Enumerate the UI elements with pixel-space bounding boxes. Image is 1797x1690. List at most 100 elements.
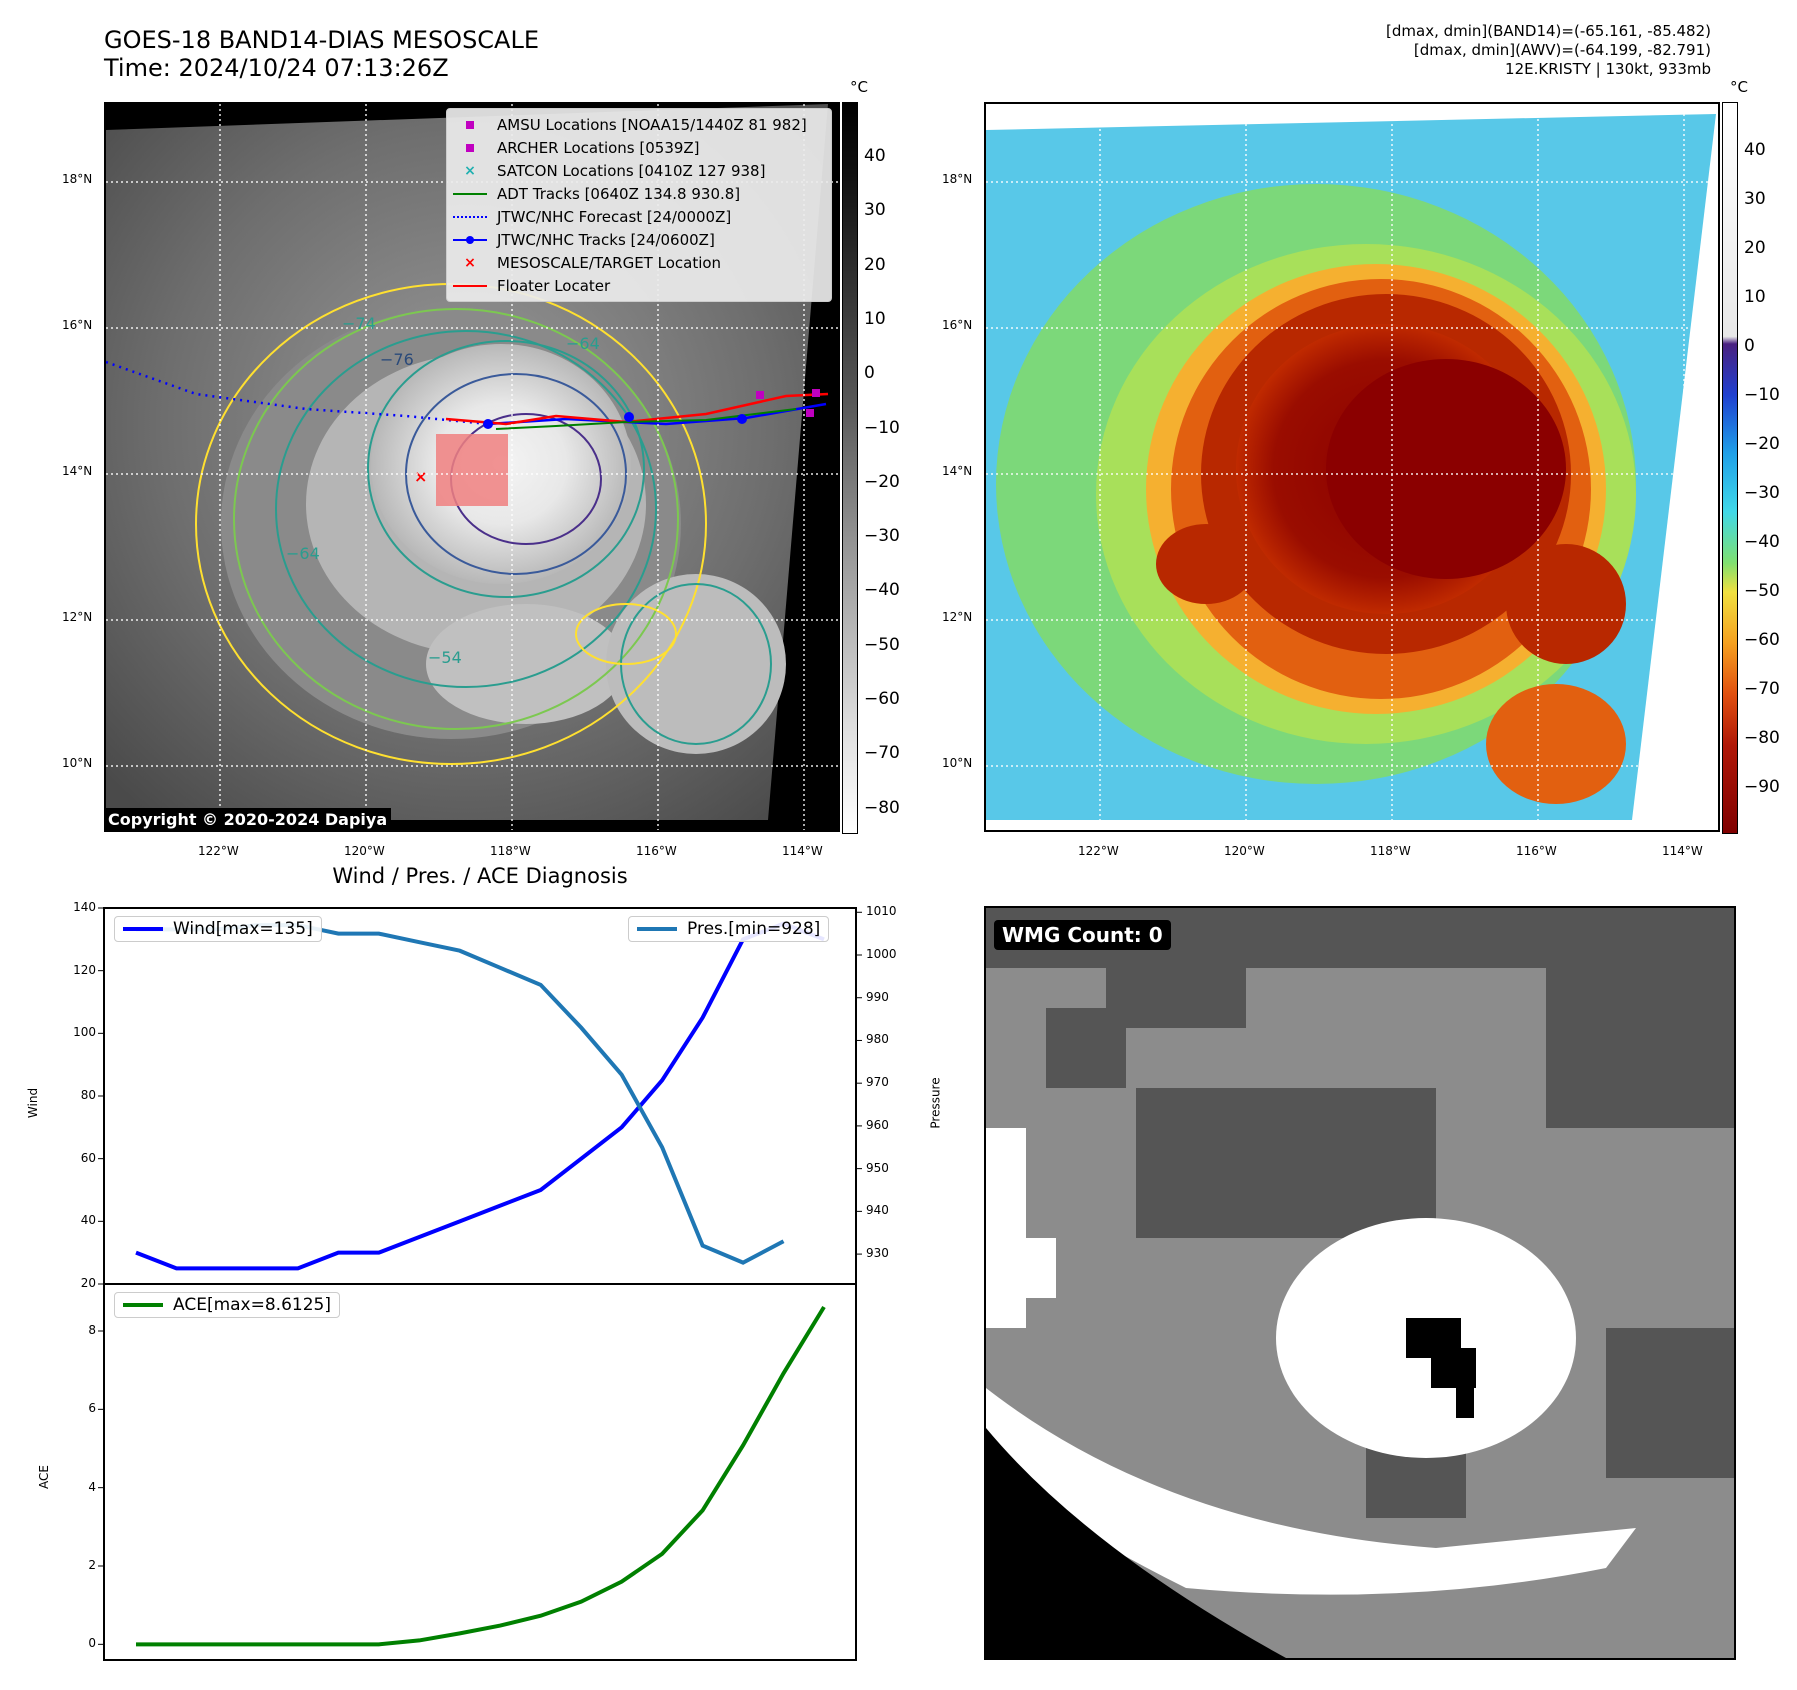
lon-tick: 116°W <box>1516 844 1557 858</box>
colorbar-tick: −40 <box>1744 532 1780 552</box>
info-line-1: [dmax, dmin](BAND14)=(-65.161, -85.482) <box>1386 22 1711 40</box>
lon-tick: 114°W <box>782 844 823 858</box>
legend-tracks: JTWC/NHC Tracks [24/0600Z] <box>453 228 825 251</box>
colorbar-tick: −90 <box>1744 777 1780 797</box>
chart-tick-label: 930 <box>866 1246 889 1261</box>
lon-tick: 118°W <box>1370 844 1411 858</box>
wind-pres-chart <box>98 907 862 1661</box>
colorbar-tick: 10 <box>1744 287 1766 307</box>
legend-floater: Floater Locater <box>453 274 825 297</box>
color-colorbar-unit: °C <box>1730 78 1748 96</box>
wind-axis-label: Wind <box>26 1087 41 1119</box>
colorbar-tick: −70 <box>864 743 900 764</box>
copyright-label: Copyright © 2020-2024 Dapiya <box>104 808 392 831</box>
colorbar-tick: −80 <box>1744 728 1780 748</box>
x-marker-icon: × <box>464 254 476 271</box>
info-line-2: [dmax, dmin](AWV)=(-64.199, -82.791) <box>1413 41 1711 59</box>
gray-colorbar-unit: °C <box>850 78 868 96</box>
wmg-image <box>986 908 1734 1658</box>
colorbar-tick: −70 <box>1744 679 1780 699</box>
chart-tick-label: 20 <box>80 1276 96 1290</box>
chart-tick-label: 940 <box>866 1203 889 1218</box>
lon-tick: 120°W <box>344 844 385 858</box>
chart-tick-label: 950 <box>866 1160 889 1175</box>
colorbar-tick: 30 <box>864 200 886 221</box>
legend-amsu: AMSU Locations [NOAA15/1440Z 81 982] <box>453 113 825 136</box>
chart-tick-label: 0 <box>88 1636 96 1651</box>
chart-tick-label: 6 <box>88 1401 96 1416</box>
colorbar-tick: 0 <box>1744 336 1755 356</box>
legend-satcon: × SATCON Locations [0410Z 127 938] <box>453 159 825 182</box>
colorbar-tick: −20 <box>864 471 900 492</box>
chart-tick-label: 960 <box>866 1117 889 1132</box>
contour-label: −64 <box>566 334 600 353</box>
colorbar-tick: 30 <box>1744 189 1766 209</box>
lon-tick: 116°W <box>636 844 677 858</box>
chart-tick-label: 8 <box>88 1323 96 1337</box>
lat-tick: 12°N <box>62 610 93 624</box>
color-colorbar <box>1722 102 1738 834</box>
wmg-map <box>984 906 1736 1660</box>
contour-label: −64 <box>286 544 320 563</box>
legend-forecast: JTWC/NHC Forecast [24/0000Z] <box>453 205 825 228</box>
line-dot-icon <box>453 233 487 247</box>
title-line-1: GOES-18 BAND14-DIAS MESOSCALE <box>104 26 540 54</box>
lon-tick: 122°W <box>1078 844 1119 858</box>
info-line-3: 12E.KRISTY | 130kt, 933mb <box>1505 60 1711 78</box>
chart-tick-label: 970 <box>866 1075 889 1090</box>
lat-tick: 16°N <box>62 318 93 332</box>
lat-tick: 10°N <box>942 756 973 770</box>
colorbar-tick: −50 <box>1744 581 1780 601</box>
wind-legend: Wind[max=135] <box>114 916 322 942</box>
diagnosis-title: Wind / Pres. / ACE Diagnosis <box>332 864 628 888</box>
chart-tick-label: 60 <box>80 1150 96 1165</box>
legend-target: × MESOSCALE/TARGET Location <box>453 251 825 274</box>
colorbar-tick: −50 <box>864 634 900 655</box>
wmg-count-badge: WMG Count: 0 <box>994 920 1171 950</box>
x-marker-icon: × <box>464 162 476 179</box>
contour-label: −76 <box>380 350 414 369</box>
colorbar-tick: −20 <box>1744 434 1780 454</box>
green-line-icon <box>123 1303 163 1307</box>
colorbar-tick: 20 <box>1744 238 1766 258</box>
map-legend: AMSU Locations [NOAA15/1440Z 81 982] ARC… <box>446 108 832 302</box>
storm-info: [dmax, dmin](BAND14)=(-65.161, -85.482) … <box>1386 22 1711 79</box>
legend-adt: ADT Tracks [0640Z 134.8 930.8] <box>453 182 825 205</box>
legend-archer: ARCHER Locations [0539Z] <box>453 136 825 159</box>
square-marker-icon <box>453 118 487 132</box>
square-marker-icon <box>453 141 487 155</box>
chart-tick-label: 80 <box>80 1088 96 1102</box>
chart-tick-label: 4 <box>88 1479 96 1494</box>
chart-tick-label: 100 <box>73 1025 96 1040</box>
pres-legend: Pres.[min=928] <box>628 916 830 942</box>
chart-tick-label: 2 <box>88 1558 96 1572</box>
contour-label: −74 <box>342 314 376 333</box>
title-line-2: Time: 2024/10/24 07:13:26Z <box>104 54 449 82</box>
lon-tick: 118°W <box>490 844 531 858</box>
line-icon <box>453 187 487 201</box>
lat-tick: 18°N <box>942 172 973 186</box>
colorbar-tick: 40 <box>1744 140 1766 160</box>
colorbar-tick: −10 <box>1744 385 1780 405</box>
lat-tick: 18°N <box>62 172 93 186</box>
colorbar-tick: −80 <box>864 797 900 818</box>
lon-tick: 120°W <box>1224 844 1265 858</box>
colorbar-tick: −60 <box>1744 630 1780 650</box>
svg-text:×: × <box>414 467 427 486</box>
lat-tick: 14°N <box>62 464 93 478</box>
chart-tick-label: 120 <box>73 962 96 977</box>
line-icon <box>453 279 487 293</box>
ir-color-image <box>986 104 1718 830</box>
chart-tick-label: 40 <box>80 1213 96 1228</box>
colorbar-tick: −40 <box>864 580 900 601</box>
ace-series-line <box>136 1305 826 1647</box>
chart-tick-label: 990 <box>866 989 889 1004</box>
dotted-line-icon <box>453 210 487 224</box>
chart-tick-label: 1000 <box>866 947 897 961</box>
colorbar-tick: 10 <box>864 308 886 329</box>
chart-tick-label: 140 <box>73 900 96 914</box>
lat-tick: 14°N <box>942 464 973 478</box>
colorbar-tick: 40 <box>864 146 886 166</box>
lat-tick: 16°N <box>942 318 973 332</box>
figure-title: GOES-18 BAND14-DIAS MESOSCALE Time: 2024… <box>104 26 539 82</box>
